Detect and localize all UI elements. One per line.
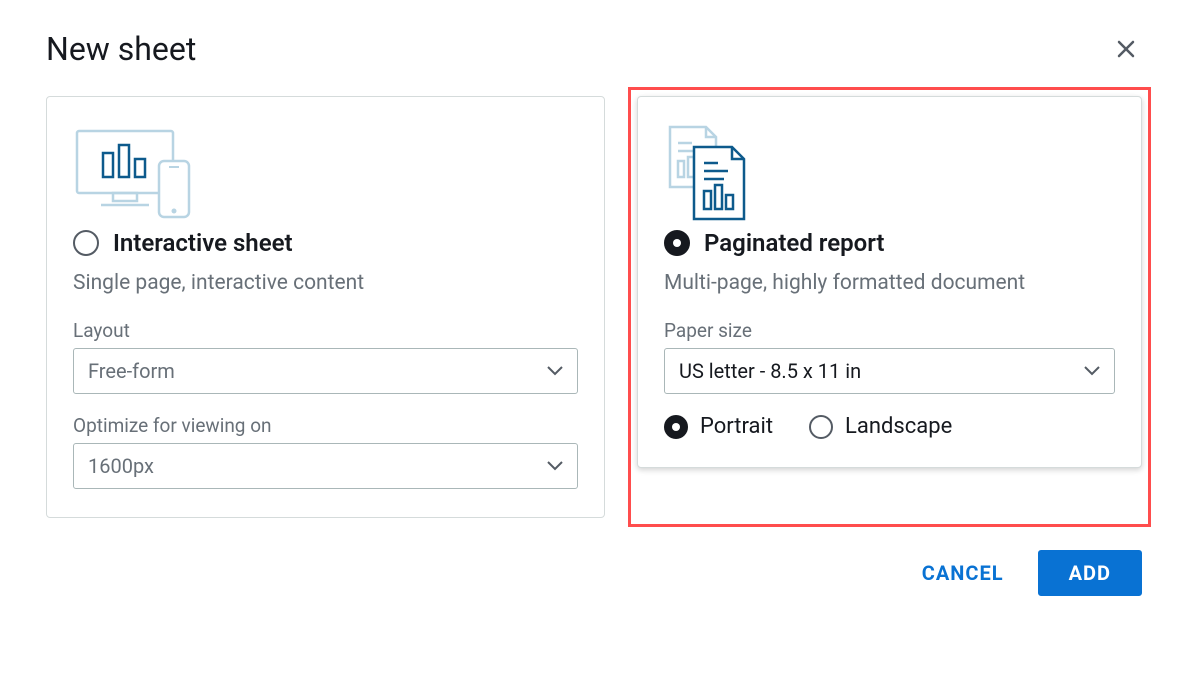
caret-down-icon [1084,366,1100,376]
landscape-option[interactable]: Landscape [809,414,952,439]
caret-down-icon [547,366,563,376]
orientation-options: Portrait Landscape [664,414,1115,439]
portrait-label: Portrait [700,414,773,439]
interactive-sheet-illustration [73,121,578,229]
optimize-select-value: 1600px [88,454,154,478]
paginated-report-card[interactable]: Paginated report Multi-page, highly form… [637,96,1142,468]
paginated-highlight-box: Paginated report Multi-page, highly form… [628,87,1151,527]
landscape-label: Landscape [845,414,952,439]
interactive-sheet-radio-row[interactable]: Interactive sheet [73,229,578,257]
interactive-sheet-label: Interactive sheet [113,229,293,257]
paginated-report-illustration [664,121,1115,229]
optimize-label: Optimize for viewing on [73,414,578,437]
close-button[interactable] [1110,33,1142,65]
layout-select-value: Free-form [88,359,175,383]
paginated-report-radio[interactable] [664,230,690,256]
layout-select[interactable]: Free-form [73,348,578,394]
layout-label: Layout [73,319,578,342]
portrait-radio[interactable] [664,415,688,439]
paper-size-label: Paper size [664,319,1115,342]
dialog-title: New sheet [46,30,196,68]
interactive-sheet-card[interactable]: Interactive sheet Single page, interacti… [46,96,605,518]
caret-down-icon [547,461,563,471]
cancel-button[interactable]: CANCEL [916,551,1010,595]
landscape-radio[interactable] [809,415,833,439]
optimize-select[interactable]: 1600px [73,443,578,489]
paginated-report-description: Multi-page, highly formatted document [664,271,1115,295]
paper-size-value: US letter - 8.5 x 11 in [679,359,861,383]
close-icon [1114,37,1138,61]
monitor-chart-icon [73,125,201,225]
dialog-header: New sheet [46,30,1142,68]
portrait-option[interactable]: Portrait [664,414,773,439]
dialog-footer: CANCEL ADD [46,550,1142,596]
paginated-report-label: Paginated report [704,229,885,257]
paper-size-select[interactable]: US letter - 8.5 x 11 in [664,348,1115,394]
paginated-report-radio-row[interactable]: Paginated report [664,229,1115,257]
interactive-sheet-radio[interactable] [73,230,99,256]
add-button[interactable]: ADD [1038,550,1142,596]
interactive-sheet-description: Single page, interactive content [73,271,578,295]
document-pages-icon [664,123,756,227]
options-row: Interactive sheet Single page, interacti… [46,96,1142,518]
